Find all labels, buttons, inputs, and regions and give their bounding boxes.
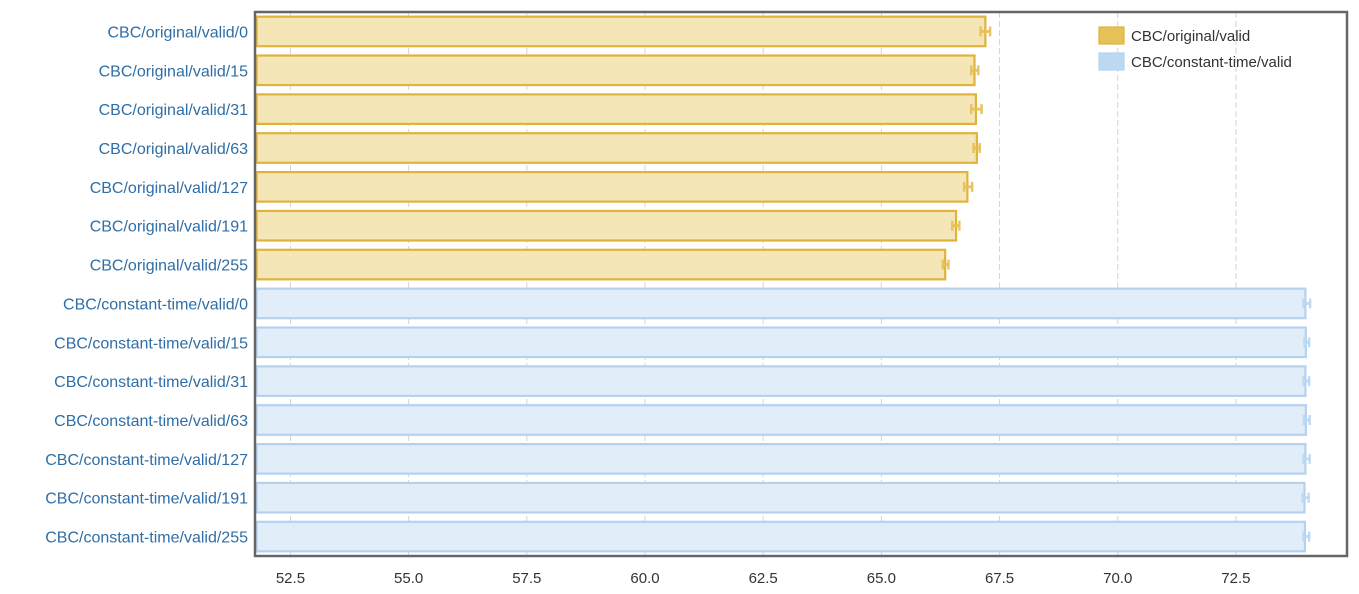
bar xyxy=(255,481,1306,514)
x-tick-label: 72.5 xyxy=(1221,570,1250,587)
category-label: CBC/original/valid/31 xyxy=(99,102,249,119)
category-label: CBC/original/valid/63 xyxy=(99,141,249,158)
bars xyxy=(255,15,1307,553)
category-label: CBC/original/valid/15 xyxy=(99,63,249,80)
bar xyxy=(255,93,978,126)
x-tick-label: 62.5 xyxy=(749,570,778,587)
x-tick-label: 67.5 xyxy=(985,570,1014,587)
x-tick-label: 70.0 xyxy=(1103,570,1132,587)
category-labels: CBC/original/valid/0 CBC/original/valid/1… xyxy=(45,24,248,546)
x-axis-ticks: 52.5 55.0 57.5 60.0 62.5 65.0 67.5 70.0 72.5 xyxy=(276,570,1251,587)
category-label: CBC/constant-time/valid/127 xyxy=(45,452,248,469)
bar xyxy=(255,442,1307,475)
bar xyxy=(255,404,1307,436)
legend-swatch xyxy=(1098,26,1125,45)
bar xyxy=(255,365,1307,398)
category-label: CBC/constant-time/valid/63 xyxy=(54,413,248,430)
bar xyxy=(255,209,958,242)
error-bars xyxy=(941,26,1312,542)
x-tick-label: 57.5 xyxy=(512,570,541,587)
x-tick-label: 65.0 xyxy=(867,570,896,587)
legend-swatch xyxy=(1098,52,1125,71)
x-tick-label: 60.0 xyxy=(630,570,659,587)
x-tick-label: 55.0 xyxy=(394,570,423,587)
category-label: CBC/constant-time/valid/15 xyxy=(54,335,248,352)
bar xyxy=(255,15,987,48)
legend-label: CBC/original/valid xyxy=(1131,28,1250,45)
x-tick-label: 52.5 xyxy=(276,570,305,587)
category-label: CBC/constant-time/valid/255 xyxy=(45,530,248,547)
category-label: CBC/original/valid/191 xyxy=(90,219,248,236)
bar xyxy=(255,287,1307,320)
category-label: CBC/original/valid/127 xyxy=(90,180,248,197)
bar xyxy=(255,54,976,87)
bar xyxy=(255,132,978,164)
plot-frame xyxy=(253,10,1349,558)
bar xyxy=(255,170,969,203)
bar xyxy=(255,248,947,281)
category-label: CBC/constant-time/valid/191 xyxy=(45,491,248,508)
category-label: CBC/original/valid/255 xyxy=(90,258,248,275)
bar xyxy=(255,520,1307,553)
legend-label: CBC/constant-time/valid xyxy=(1131,54,1292,71)
category-label: CBC/constant-time/valid/0 xyxy=(63,296,248,313)
category-label: CBC/constant-time/valid/31 xyxy=(54,374,248,391)
bar xyxy=(255,326,1307,359)
category-label: CBC/original/valid/0 xyxy=(107,24,248,41)
legend: CBC/original/valid CBC/constant-time/vali… xyxy=(1098,26,1292,71)
